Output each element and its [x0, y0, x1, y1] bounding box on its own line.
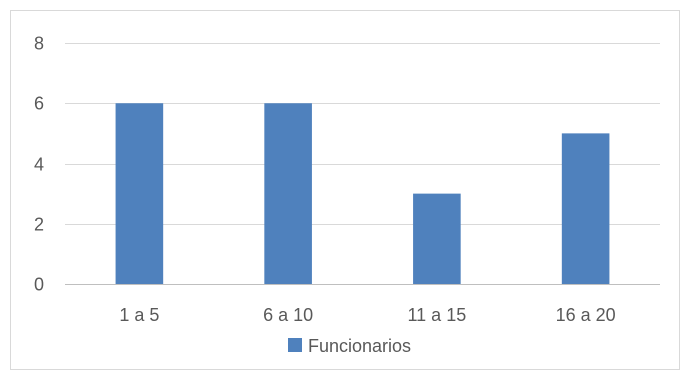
gridlines	[65, 43, 660, 225]
bar[interactable]	[264, 103, 312, 284]
bar[interactable]	[413, 193, 461, 284]
x-tick-label: 1 a 5	[119, 305, 159, 325]
y-tick-label: 6	[34, 94, 44, 114]
bar[interactable]	[561, 133, 610, 284]
x-tick-label: 6 a 10	[263, 305, 313, 325]
x-tick-label: 16 a 20	[556, 305, 616, 325]
legend-swatch	[288, 338, 302, 352]
y-tick-label: 0	[34, 275, 44, 295]
legend[interactable]: Funcionarios	[288, 336, 411, 356]
tick-labels: 0 2 4 6 8 1 a 5 6 a 10 11 a 15 16 a 20	[34, 34, 616, 326]
bar[interactable]	[115, 103, 164, 284]
y-tick-label: 8	[34, 34, 44, 54]
x-tick-label: 11 a 15	[408, 305, 467, 325]
y-tick-label: 2	[34, 215, 44, 235]
bars	[115, 103, 610, 284]
legend-label: Funcionarios	[308, 336, 411, 356]
y-tick-label: 4	[34, 155, 44, 175]
